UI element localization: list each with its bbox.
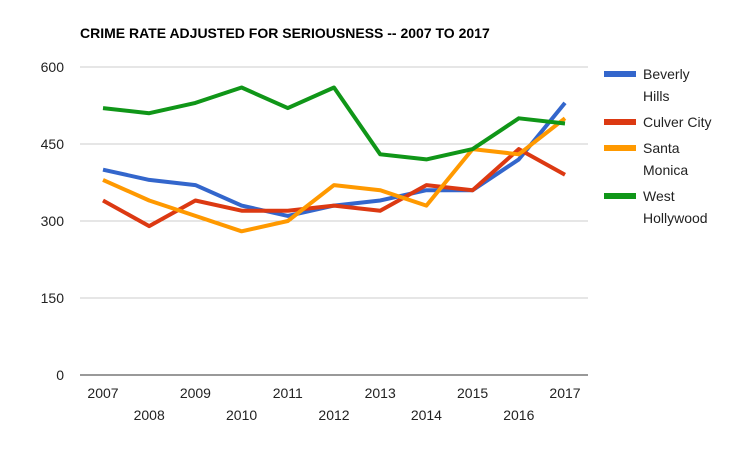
y-tick-label: 600 bbox=[41, 59, 65, 75]
y-tick-label: 0 bbox=[56, 367, 64, 383]
legend-label-beverly-hills: Beverly Hills bbox=[643, 66, 690, 104]
legend-label-santa-monica: Santa Monica bbox=[643, 140, 688, 178]
legend-swatch-west-hollywood bbox=[604, 193, 636, 199]
gridlines bbox=[80, 66, 588, 376]
y-tick-label: 150 bbox=[41, 290, 65, 306]
x-tick-label: 2011 bbox=[273, 385, 303, 401]
x-tick-label: 2010 bbox=[226, 407, 257, 423]
x-tick-label: 2007 bbox=[87, 385, 118, 401]
y-tick-label: 450 bbox=[41, 136, 65, 152]
x-tick-label: 2016 bbox=[503, 407, 534, 423]
series-line-santa-monica bbox=[102, 116, 567, 234]
legend-label-culver-city: Culver City bbox=[643, 114, 711, 130]
series-line-west-hollywood bbox=[102, 85, 566, 162]
series-lines bbox=[102, 85, 567, 234]
x-tick-label: 2009 bbox=[180, 385, 211, 401]
legend-swatch-beverly-hills bbox=[604, 71, 636, 77]
x-tick-label: 2008 bbox=[134, 407, 165, 423]
legend-swatch-culver-city bbox=[604, 119, 636, 125]
x-tick-label: 2014 bbox=[411, 407, 442, 423]
legend-swatch-santa-monica bbox=[604, 145, 636, 151]
legend: Beverly Hills Culver City Santa Monica West Ho… bbox=[604, 66, 711, 226]
series-line-beverly-hills bbox=[102, 101, 567, 218]
x-axis-tick-labels: 2007 2008 2009 2010 2011 2012 2013 2014 2015 2016… bbox=[87, 385, 580, 423]
x-tick-label: 2017 bbox=[549, 385, 580, 401]
legend-label-west-hollywood: West Hollywood bbox=[643, 188, 708, 226]
x-tick-label: 2013 bbox=[365, 385, 396, 401]
x-tick-label: 2015 bbox=[457, 385, 488, 401]
chart-title: CRIME RATE ADJUSTED FOR SERIOUSNESS -- 2… bbox=[80, 25, 490, 41]
x-tick-label: 2012 bbox=[318, 407, 349, 423]
y-axis-tick-labels: 0 150 300 450 600 bbox=[41, 59, 65, 383]
y-tick-label: 300 bbox=[41, 213, 65, 229]
